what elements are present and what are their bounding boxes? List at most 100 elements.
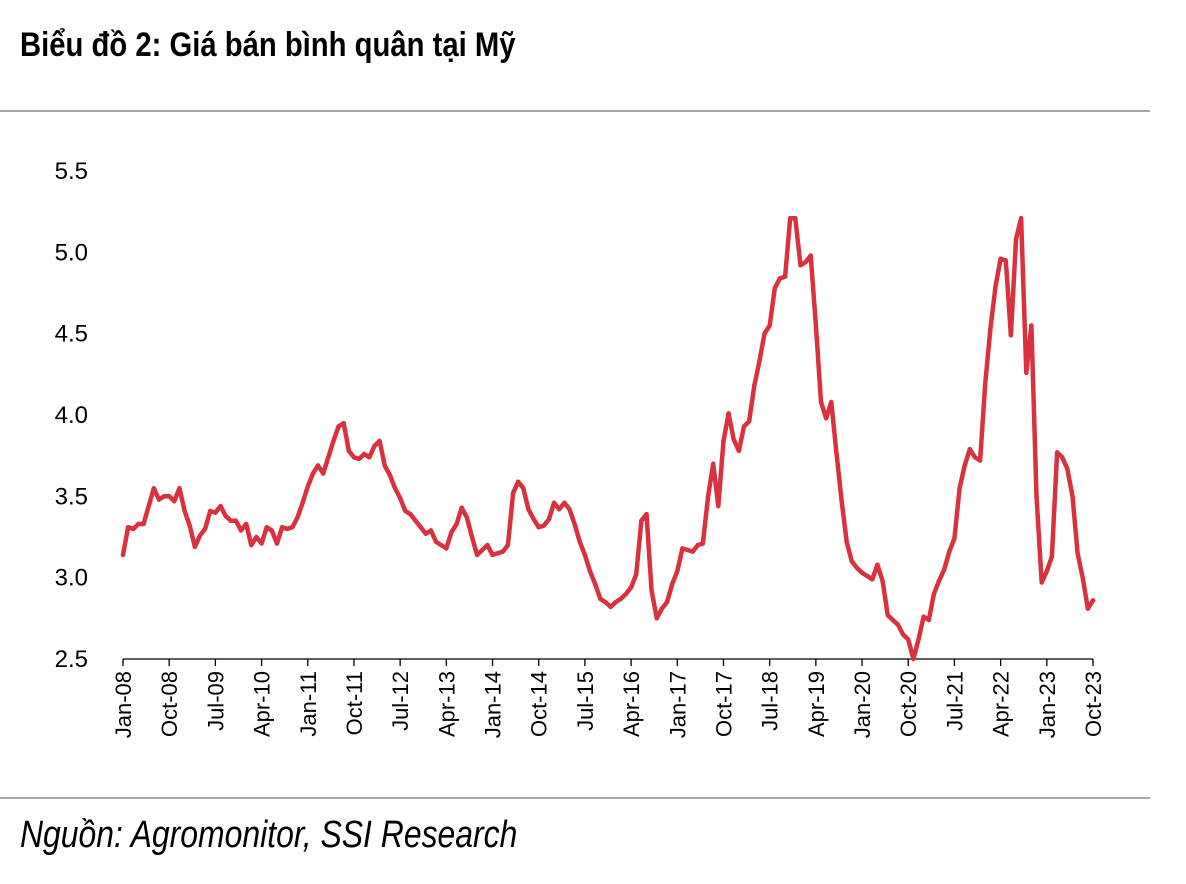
data-point	[264, 525, 269, 530]
data-point	[269, 528, 274, 533]
data-point	[906, 637, 911, 642]
data-point	[454, 521, 459, 527]
data-point	[295, 515, 300, 520]
data-point	[793, 216, 798, 221]
data-point	[192, 544, 198, 549]
data-point	[362, 451, 367, 457]
x-tick-label: Jan-17	[665, 671, 690, 738]
data-point	[382, 463, 387, 468]
data-point	[916, 637, 921, 642]
data-point	[208, 508, 213, 514]
data-point	[654, 616, 659, 621]
x-tick-label: Apr-13	[434, 671, 459, 737]
data-point	[849, 559, 854, 564]
data-point	[444, 546, 449, 551]
x-tick-label: Apr-22	[989, 671, 1014, 737]
data-point	[952, 536, 957, 541]
data-point	[321, 471, 326, 476]
data-point	[480, 547, 485, 553]
data-point	[967, 447, 972, 452]
data-point	[947, 549, 952, 554]
data-point	[695, 542, 700, 548]
data-point	[172, 499, 177, 504]
data-point	[644, 512, 649, 517]
data-point	[392, 486, 398, 491]
data-point	[798, 263, 803, 268]
data-point	[972, 455, 978, 460]
data-point	[926, 617, 931, 623]
x-tick-label: Jan-14	[481, 671, 506, 738]
data-point	[1049, 554, 1055, 559]
data-point	[998, 256, 1003, 261]
data-point	[690, 549, 695, 554]
data-point	[202, 526, 208, 532]
data-point	[582, 552, 588, 558]
data-point	[259, 541, 264, 546]
data-point	[336, 424, 341, 429]
data-point	[274, 541, 280, 546]
data-point	[372, 443, 377, 449]
x-tick-label: Apr-10	[250, 671, 275, 737]
data-point	[244, 521, 249, 527]
data-point	[931, 591, 937, 597]
series-group	[120, 215, 1096, 662]
data-point	[341, 420, 346, 426]
data-point	[598, 596, 603, 601]
data-point	[495, 551, 500, 556]
data-point	[1018, 216, 1024, 221]
data-point	[577, 539, 582, 545]
data-point	[911, 656, 916, 662]
data-point	[151, 486, 156, 491]
x-tick-label: Jan-23	[1035, 671, 1060, 738]
data-point	[716, 503, 721, 509]
data-point	[741, 424, 747, 429]
data-point	[1034, 494, 1039, 499]
x-tick-label: Oct-11	[342, 671, 367, 735]
data-point	[1085, 606, 1091, 611]
data-point	[721, 438, 726, 444]
y-tick-label: 4.0	[55, 402, 88, 429]
y-tick-label: 3.5	[55, 483, 88, 510]
data-point	[541, 523, 546, 528]
data-point	[572, 521, 577, 527]
data-point	[177, 486, 182, 491]
data-point	[670, 582, 675, 587]
data-point	[1024, 370, 1029, 375]
x-tick-label: Apr-16	[619, 671, 644, 737]
x-tick-label: Jul-09	[203, 671, 228, 731]
data-point	[1090, 598, 1096, 603]
data-point	[731, 437, 736, 442]
data-point	[962, 463, 967, 468]
data-point	[649, 588, 654, 593]
data-point	[136, 521, 141, 527]
data-point	[700, 541, 706, 546]
data-point	[608, 604, 613, 610]
data-point	[659, 606, 665, 611]
x-tick-label: Oct-08	[157, 671, 182, 737]
data-point	[516, 479, 521, 484]
x-tick-label: Apr-19	[804, 671, 829, 737]
y-tick-label: 4.5	[55, 321, 88, 348]
data-point	[546, 516, 552, 522]
data-point	[213, 510, 218, 515]
data-point	[823, 416, 829, 421]
y-tick-label: 3.0	[55, 565, 88, 592]
data-point	[680, 546, 685, 551]
x-tick-label: Jan-11	[296, 671, 321, 737]
data-point	[557, 507, 562, 512]
bottom-divider	[0, 797, 1150, 799]
data-point	[300, 500, 305, 505]
data-point	[942, 567, 947, 572]
x-tick-label: Oct-23	[1081, 671, 1106, 737]
data-point	[1075, 551, 1080, 556]
data-point	[767, 323, 772, 328]
data-point	[957, 486, 962, 491]
data-point	[1013, 237, 1019, 242]
data-point	[782, 274, 788, 279]
data-point	[161, 494, 167, 499]
data-point	[120, 552, 126, 558]
data-point	[818, 399, 824, 405]
data-point	[197, 533, 203, 538]
y-tick-label: 5.0	[55, 239, 88, 266]
